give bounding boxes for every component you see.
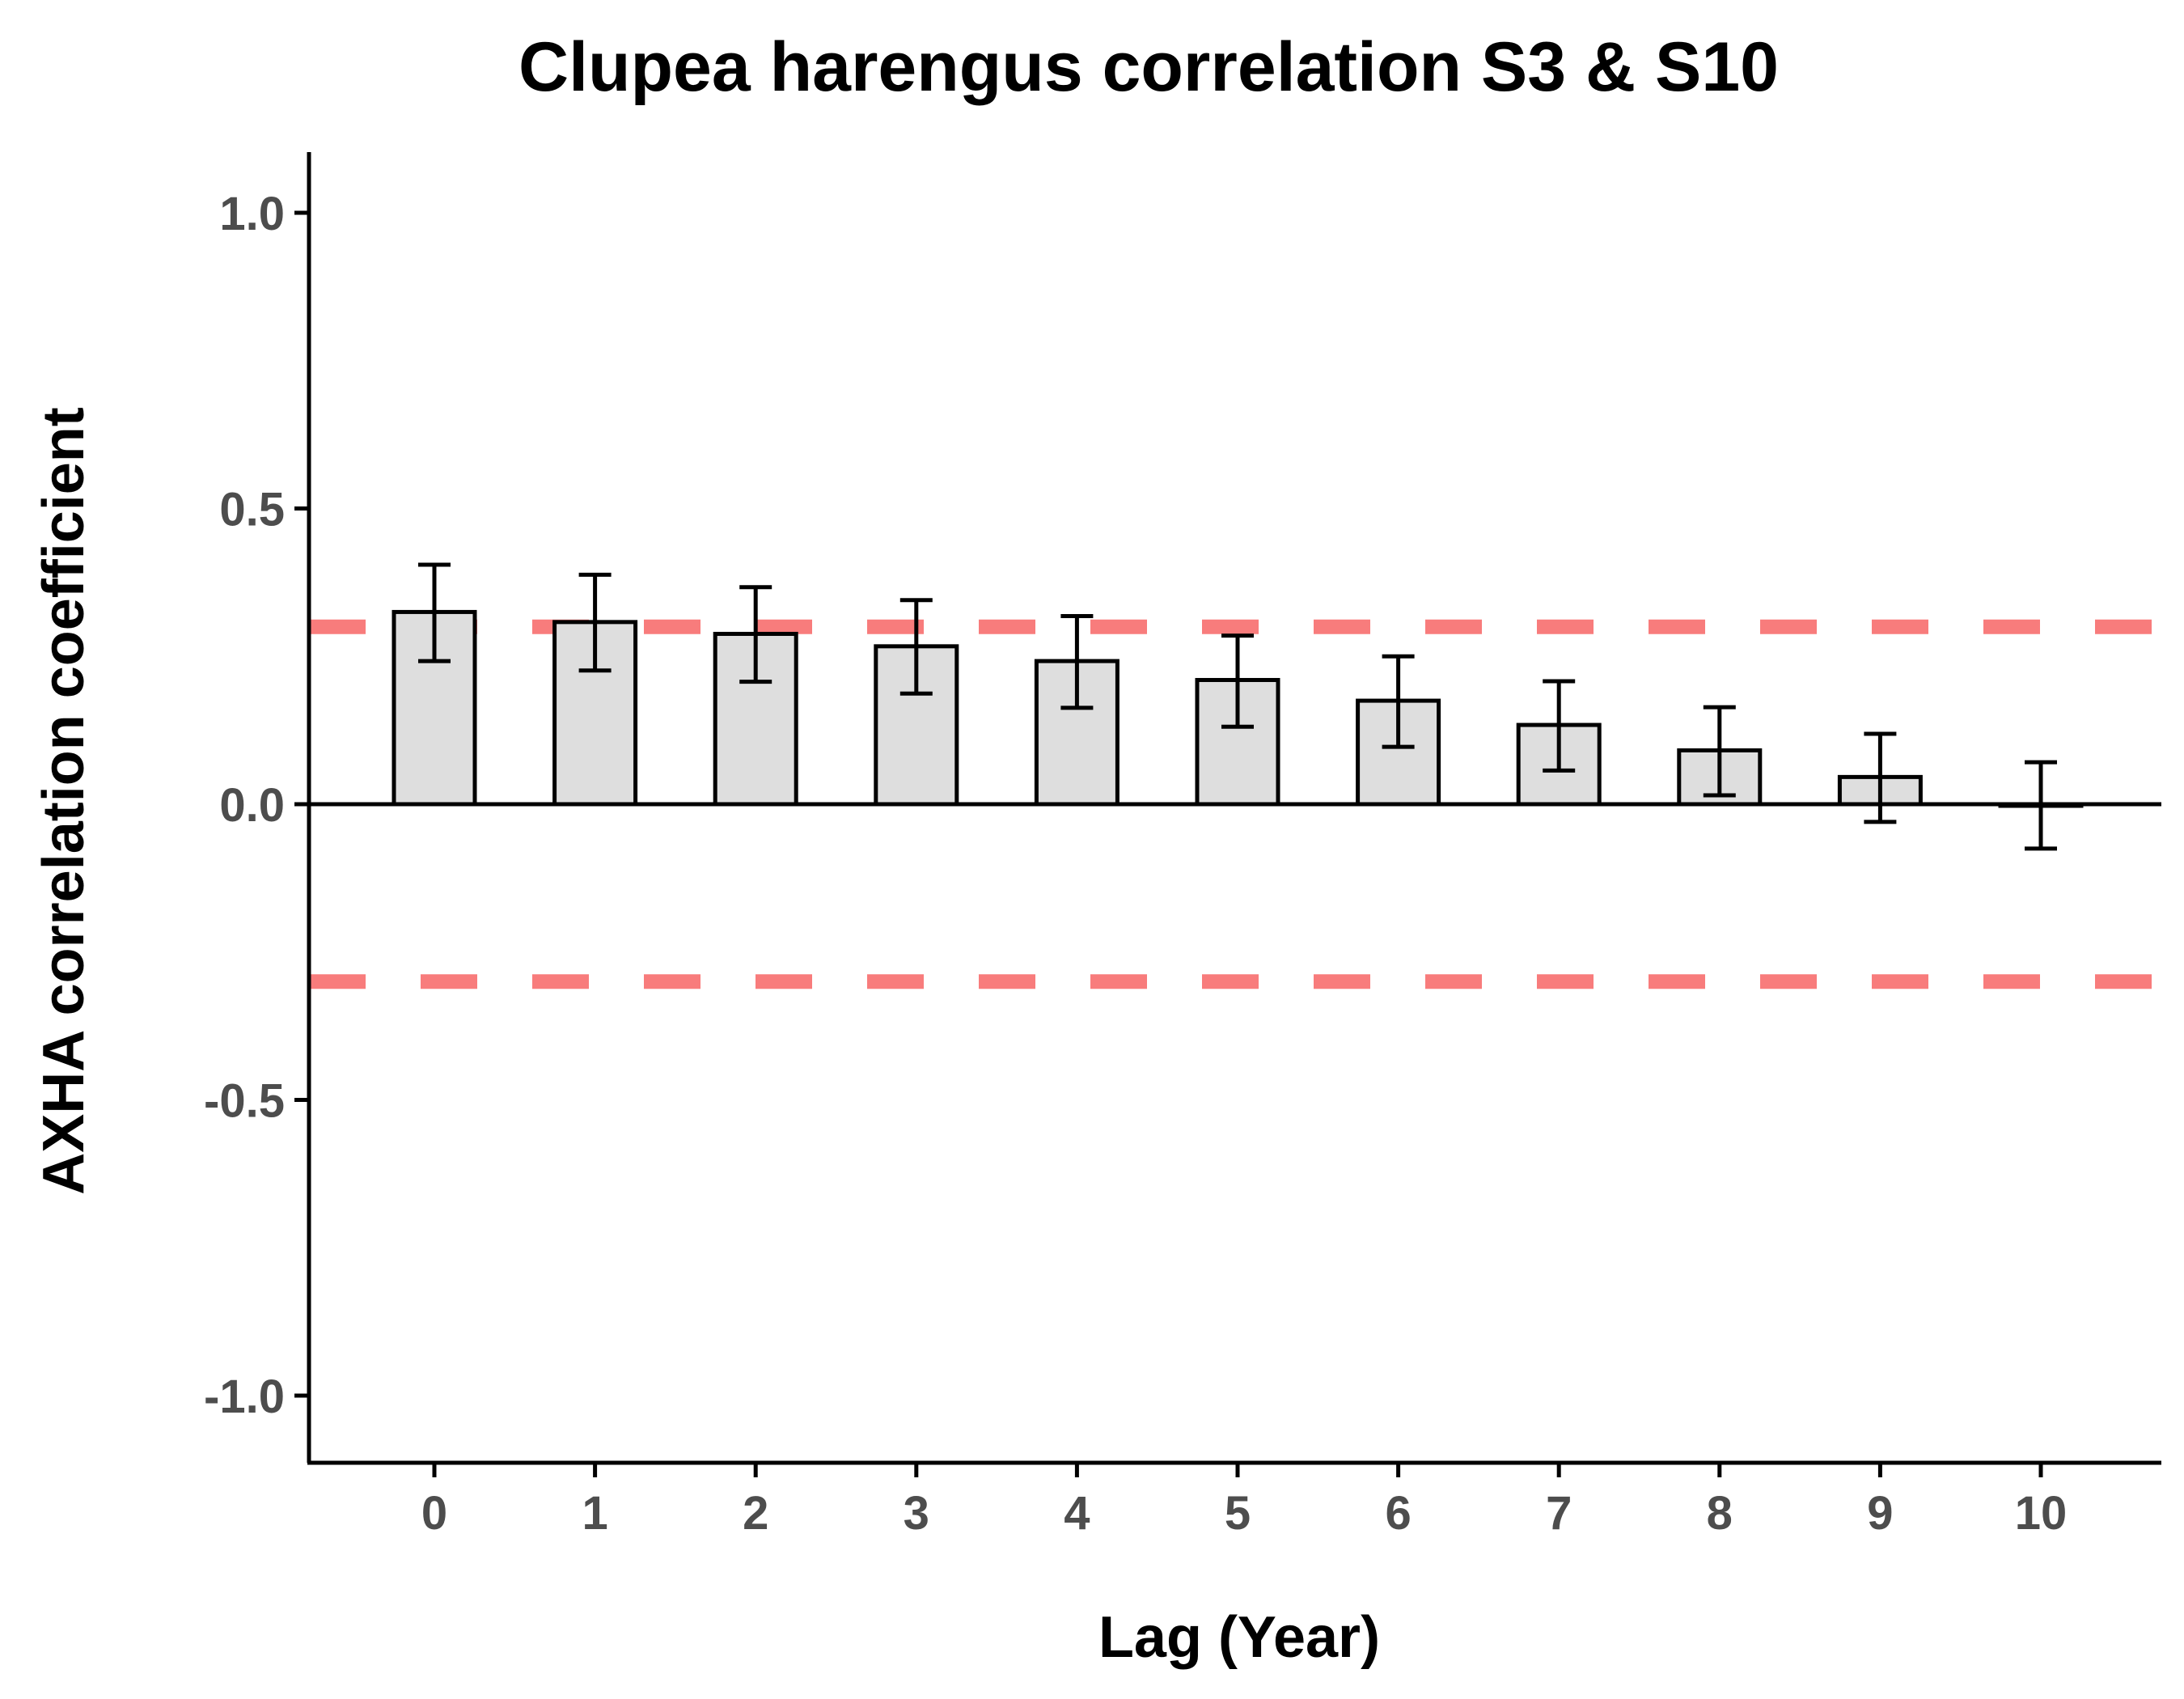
x-tick-label: 5 [1225,1487,1251,1540]
error-bar-lag-2 [739,585,772,684]
x-tick-label: 1 [582,1487,607,1540]
error-bar-lag-4 [1060,614,1094,710]
y-tick-label: 0.0 [219,779,285,832]
x-tick-label: 7 [1546,1487,1572,1540]
error-bar-lag-0 [418,562,451,663]
error-bar-lag-7 [1543,679,1576,773]
x-tick-label: 6 [1385,1487,1411,1540]
plot-area: 1.0 0.5 0.0 -0.5 -1.0 0 1 2 3 4 5 6 7 8 9 10 [204,152,2161,1540]
x-tick-label: 3 [904,1487,929,1540]
y-axis-title: AXHA correlation coefficient [32,407,96,1195]
error-bar-lag-3 [899,598,933,696]
error-bar-lag-8 [1703,705,1736,798]
x-tick-label: 8 [1707,1487,1733,1540]
error-bar-lag-1 [578,572,612,673]
chart-title: Clupea harengus correlation S3 & S10 [518,28,1779,106]
x-tick-label: 0 [421,1487,447,1540]
error-bar-lag-5 [1221,633,1254,729]
x-tick-label: 9 [1867,1487,1893,1540]
y-tick-label: 0.5 [219,484,285,536]
error-bar-lag-6 [1382,654,1415,749]
x-tick-label: 2 [743,1487,768,1540]
error-bar-lag-10 [2025,760,2057,851]
x-axis-title: Lag (Year) [1098,1605,1380,1670]
y-tick-label: -1.0 [204,1371,285,1423]
y-tick-label: 1.0 [219,188,285,240]
y-tick-label: -0.5 [204,1075,285,1128]
x-tick-label: 4 [1064,1487,1090,1540]
x-tick-label: 10 [2015,1487,2068,1540]
error-bar-lag-9 [1864,731,1897,824]
